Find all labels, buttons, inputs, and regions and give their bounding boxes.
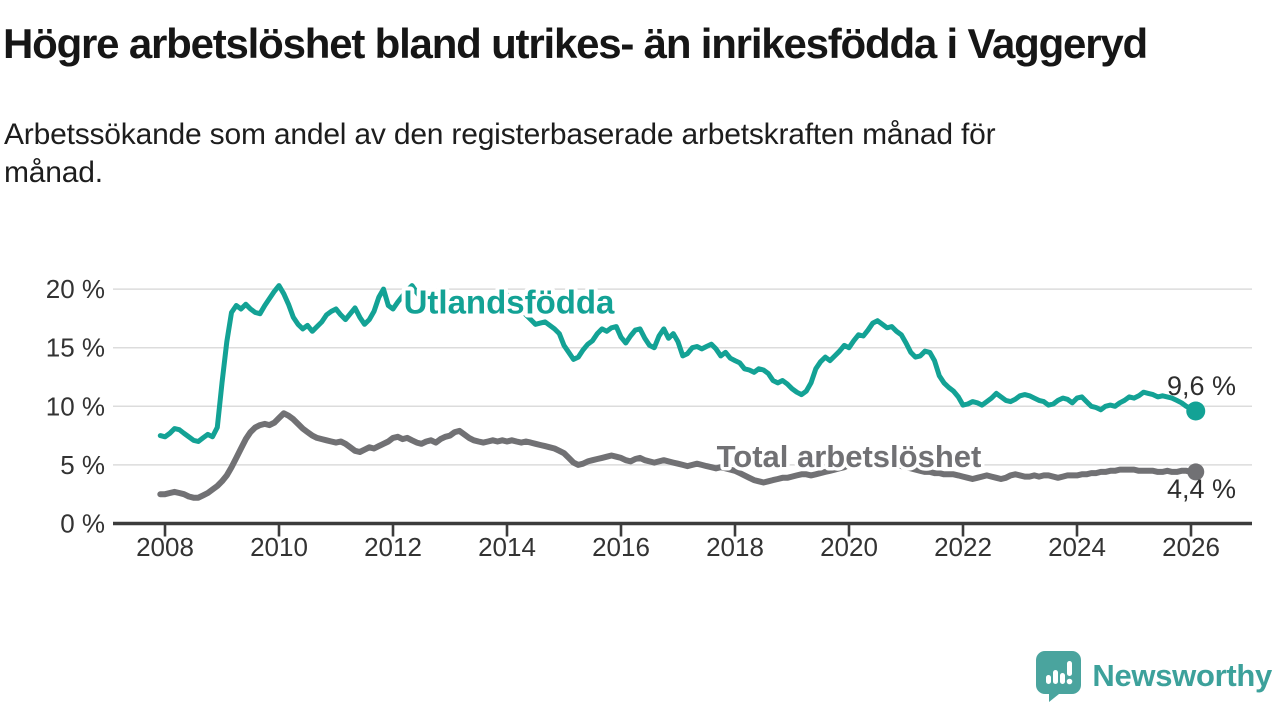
- series-label-utlandsfodda: Utlandsfödda: [404, 284, 615, 321]
- subtitle-line-2: månad.: [4, 156, 103, 189]
- series-line-utlandsfodda-dashed-tail: [1180, 400, 1197, 414]
- bar-short: [1046, 675, 1052, 684]
- y-axis-tick-label-5: 5 %: [60, 450, 105, 480]
- x-axis-tick-label-2016: 2016: [592, 532, 650, 562]
- x-axis-tick-label-2008: 2008: [136, 532, 194, 562]
- x-axis-tick-label-2024: 2024: [1048, 532, 1106, 562]
- newsworthy-wordmark: Newsworthy: [1092, 658, 1272, 693]
- x-axis-tick-label-2022: 2022: [934, 532, 992, 562]
- exclamation-bar: [1067, 661, 1073, 676]
- series-line-utlandsfodda: [157, 283, 1184, 444]
- y-axis-tick-label-20: 20 %: [46, 274, 105, 304]
- series-label-total-arbetsloshet: Total arbetslöshet: [717, 439, 982, 474]
- series-end-dot-utlandsfodda: [1186, 401, 1206, 421]
- x-axis-tick-label-2018: 2018: [706, 532, 764, 562]
- x-axis-tick-label-2014: 2014: [478, 532, 536, 562]
- page-title: Högre arbetslöshet bland utrikes- än inr…: [3, 20, 1148, 67]
- exclamation-dot: [1067, 678, 1073, 685]
- bar-medium: [1060, 673, 1066, 684]
- x-axis-tick-label-2026: 2026: [1162, 532, 1220, 562]
- chart-subtitle: Arbetssökande som andel av den registerb…: [4, 116, 1224, 192]
- bar-tall: [1053, 670, 1059, 684]
- y-axis-tick-label-10: 10 %: [46, 391, 105, 421]
- x-axis-tick-label-2010: 2010: [250, 532, 308, 562]
- y-axis-tick-label-15: 15 %: [46, 333, 105, 363]
- newsworthy-logo-icon: [1036, 651, 1082, 702]
- x-axis-tick-label-2020: 2020: [820, 532, 878, 562]
- series-line-total-arbetsloshet: [157, 410, 1199, 501]
- subtitle-line-1: Arbetssökande som andel av den registerb…: [4, 118, 996, 151]
- x-axis-tick-label-2012: 2012: [364, 532, 422, 562]
- series-end-value-label-total-arbetsloshet: 4,4 %: [1167, 474, 1236, 504]
- series-end-dot-total-arbetsloshet: [1187, 463, 1205, 481]
- y-axis-tick-label-0: 0 %: [60, 509, 105, 539]
- series-end-value-label-utlandsfodda: 9,6 %: [1167, 371, 1236, 401]
- speech-bubble-shape: [1036, 651, 1082, 702]
- newsworthy-logo: Newsworthy: [1035, 650, 1272, 702]
